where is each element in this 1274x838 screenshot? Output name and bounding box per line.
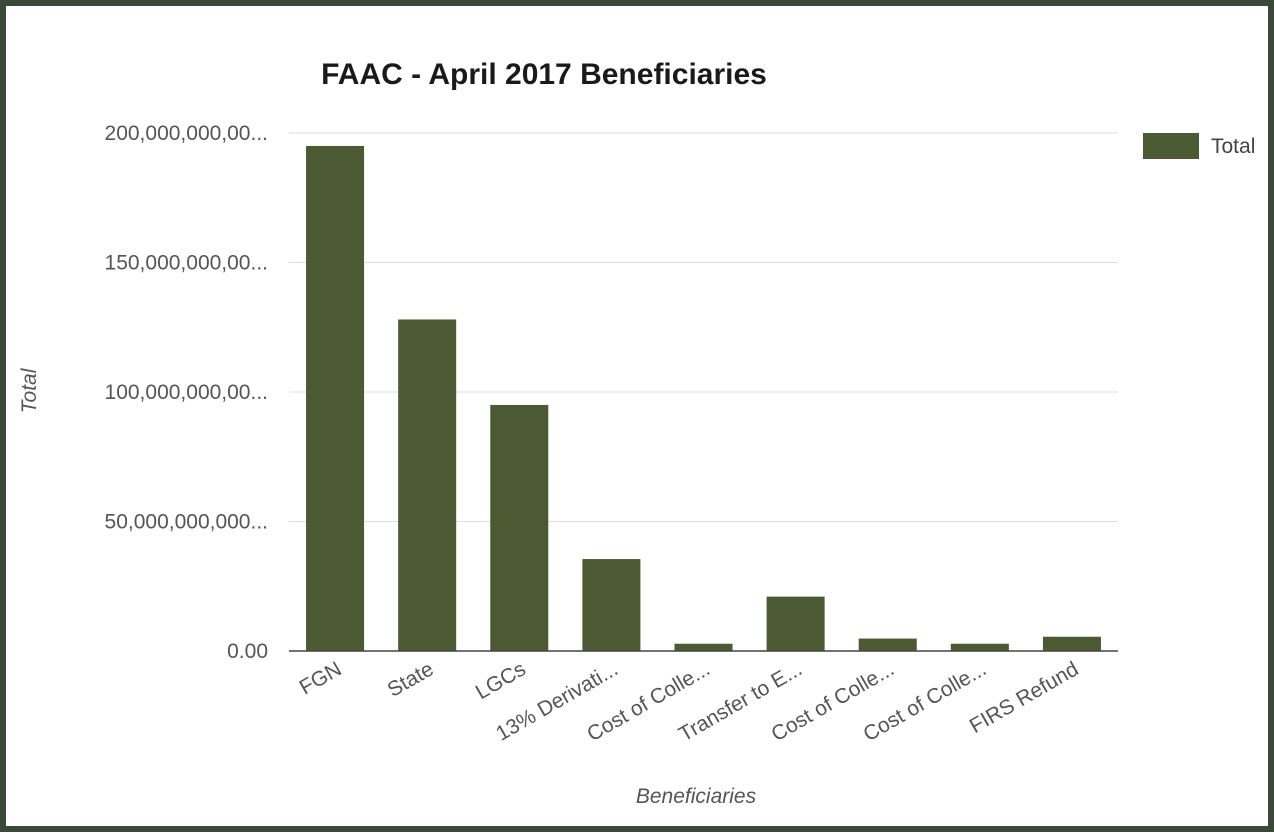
bar	[674, 643, 733, 651]
x-tick-label: LGCs	[472, 657, 530, 704]
legend-label: Total	[1211, 135, 1255, 158]
y-tick-label: 200,000,000,00...	[105, 122, 268, 145]
bar	[950, 643, 1009, 651]
x-tick-label: FGN	[296, 657, 346, 699]
chart-title: FAAC - April 2017 Beneficiaries	[321, 58, 767, 91]
chart: FAAC - April 2017 Beneficiaries 0.00 50,0…	[18, 58, 1255, 808]
bar	[398, 319, 457, 651]
y-tick-labels: 0.00 50,000,000,000... 100,000,000,00... 15…	[105, 122, 268, 663]
bar	[858, 638, 917, 651]
y-tick-label: 50,000,000,000...	[105, 511, 268, 534]
legend-swatch	[1143, 133, 1199, 159]
y-axis-title: Total	[18, 367, 41, 413]
bar	[1042, 636, 1101, 651]
legend: Total	[1143, 133, 1255, 159]
bars	[306, 145, 1101, 651]
y-tick-label: 0.00	[227, 640, 268, 663]
y-tick-label: 150,000,000,00...	[105, 252, 268, 275]
bar	[490, 404, 549, 651]
bar	[582, 559, 641, 651]
x-axis-title: Beneficiaries	[636, 785, 757, 808]
bar	[766, 596, 825, 651]
bar	[306, 145, 365, 651]
x-tick-label: State	[384, 657, 438, 701]
y-tick-label: 100,000,000,00...	[105, 381, 268, 404]
